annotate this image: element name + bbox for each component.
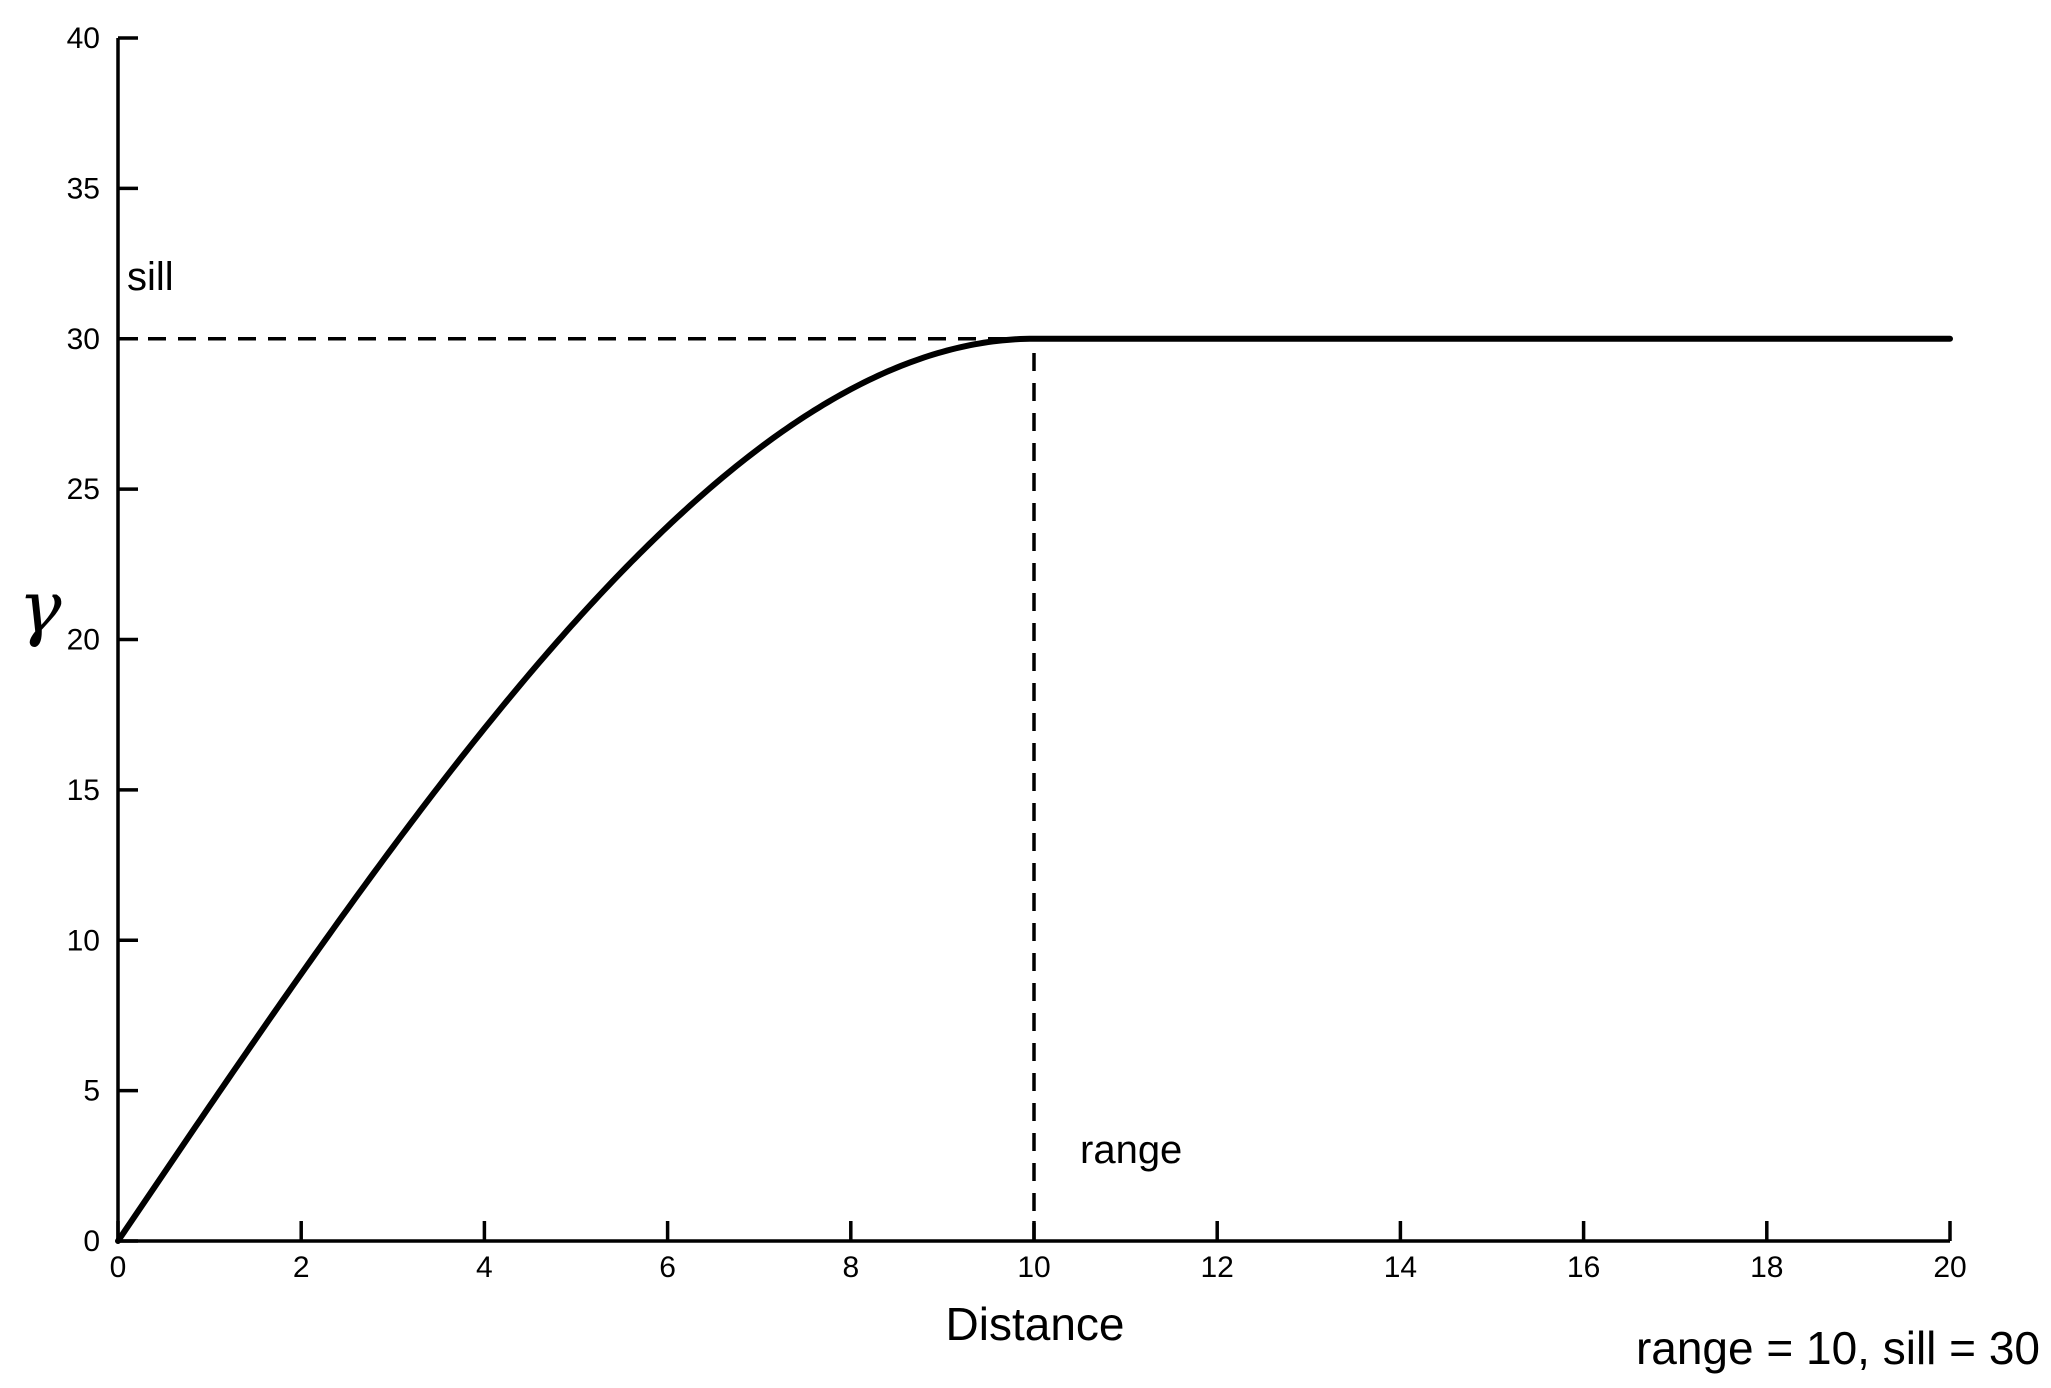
- y-tick-label-10: 10: [67, 924, 100, 957]
- annotation-sill: sill: [127, 255, 174, 299]
- y-tick-label-25: 25: [67, 473, 100, 506]
- x-tick-label-0: 0: [110, 1251, 127, 1284]
- y-tick-label-40: 40: [67, 22, 100, 55]
- x-tick-label-4: 4: [476, 1251, 493, 1284]
- annotation-range: range: [1080, 1128, 1182, 1172]
- x-tick-label-18: 18: [1750, 1251, 1783, 1284]
- x-axis-label: Distance: [946, 1298, 1125, 1350]
- x-tick-label-6: 6: [659, 1251, 676, 1284]
- x-tick-label-8: 8: [842, 1251, 859, 1284]
- x-tick-label-10: 10: [1017, 1251, 1050, 1284]
- y-axis-label: γ: [18, 565, 62, 649]
- x-tick-label-14: 14: [1384, 1251, 1417, 1284]
- x-tick-label-16: 16: [1567, 1251, 1600, 1284]
- x-tick-label-2: 2: [293, 1251, 310, 1284]
- y-tick-label-30: 30: [67, 323, 100, 356]
- parameter-text: range = 10, sill = 30: [1636, 1322, 2040, 1374]
- series-group: [115, 335, 1953, 1244]
- y-tick-label-20: 20: [67, 624, 100, 657]
- reference-lines: [118, 337, 1036, 1241]
- y-tick-label-35: 35: [67, 172, 100, 205]
- x-tick-label-12: 12: [1201, 1251, 1234, 1284]
- axes: 0 2 4 6 8 10 12 14 16 18 20 0 5 10 15 20 25 30 35 40: [67, 22, 1967, 1284]
- y-tick-label-15: 15: [67, 774, 100, 807]
- x-tick-label-20: 20: [1933, 1251, 1966, 1284]
- series-line: [115, 335, 1953, 1244]
- y-tick-label-0: 0: [83, 1225, 100, 1258]
- y-tick-label-5: 5: [83, 1075, 100, 1108]
